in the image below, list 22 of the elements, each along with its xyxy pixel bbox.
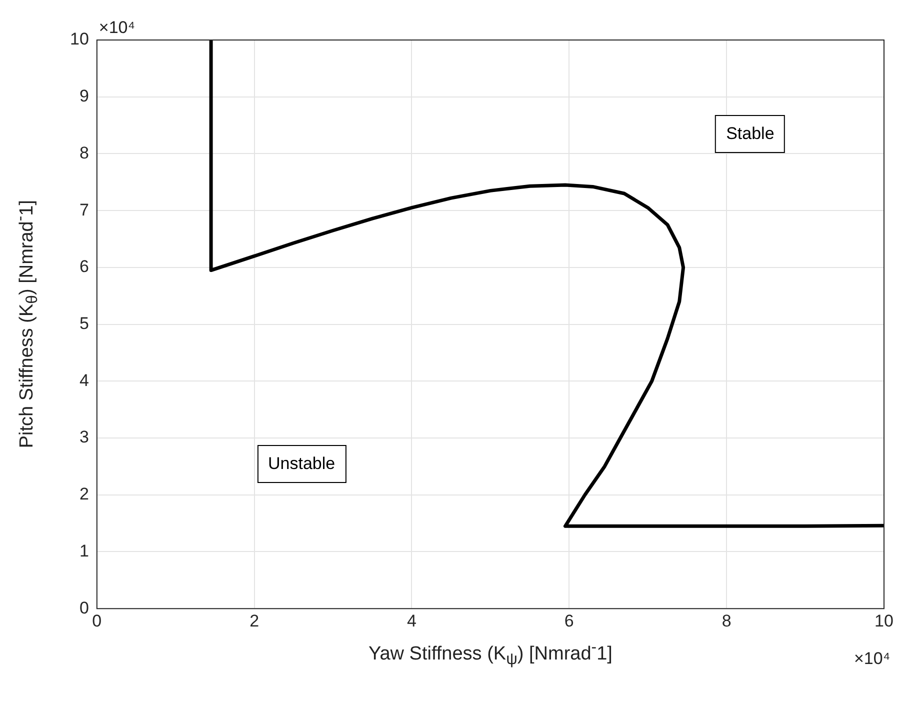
y-tick-label: 9: [79, 86, 89, 106]
y-tick-label: 7: [79, 200, 89, 220]
x-tick-label: 10: [874, 611, 894, 630]
x-tick-label: 6: [564, 611, 574, 630]
y-tick-label: 5: [79, 314, 89, 333]
y-tick-label: 10: [70, 30, 89, 49]
annotation: Stable: [715, 114, 786, 153]
text: ×10⁴: [854, 648, 890, 669]
x-axis-title: Yaw Stiffness (K$_{ψ}$) [Nmrad$^{-}$1]: [368, 638, 612, 669]
y-tick-label: 4: [79, 370, 89, 390]
y-tick-label: 1: [79, 541, 89, 560]
y-tick-label: 6: [79, 257, 89, 276]
x-tick-label: 0: [92, 611, 102, 630]
x-tick-label: 4: [407, 611, 416, 630]
y-tick-label: 0: [79, 598, 89, 618]
y-tick-label: 3: [79, 428, 89, 447]
x-tick-label: 2: [250, 611, 260, 630]
y-tick-label: 2: [79, 484, 89, 504]
y-tick-label: 8: [79, 143, 89, 162]
text: ×10⁴: [98, 18, 136, 38]
annotation: Unstable: [256, 444, 346, 483]
x-tick-label: 8: [722, 611, 732, 630]
